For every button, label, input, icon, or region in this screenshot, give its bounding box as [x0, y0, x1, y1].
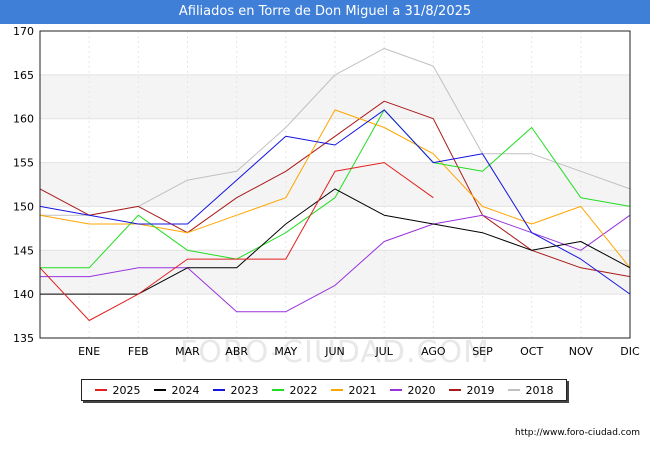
legend-swatch: [389, 389, 402, 391]
legend-swatch: [507, 389, 520, 391]
y-tick-label: 150: [13, 200, 34, 213]
y-tick-label: 145: [13, 244, 34, 257]
x-tick-label: JUN: [324, 345, 345, 358]
grid-band: [40, 162, 630, 207]
legend-item-2020: 2020: [389, 383, 436, 397]
legend-swatch: [448, 389, 461, 391]
y-tick-label: 160: [13, 113, 34, 126]
legend-label: 2021: [348, 383, 377, 397]
x-tick-label: AGO: [421, 345, 446, 358]
legend-item-2019: 2019: [448, 383, 495, 397]
series-line-2023: [39, 109, 631, 295]
legend-item-2023: 2023: [212, 383, 259, 397]
x-tick-label: SEP: [472, 345, 493, 358]
legend-swatch: [212, 389, 225, 391]
legend-item-2024: 2024: [153, 383, 200, 397]
x-tick-label: DIC: [620, 345, 640, 358]
legend-label: 2022: [289, 383, 318, 397]
y-tick-label: 165: [13, 69, 34, 82]
series-line-2025: [39, 162, 434, 321]
x-tick-label: MAY: [274, 345, 297, 358]
legend-label: 2025: [112, 383, 141, 397]
legend-label: 2023: [230, 383, 259, 397]
watermark: FORO-CIUDAD.COM: [180, 335, 490, 370]
legend-swatch: [153, 389, 166, 391]
x-tick-label: FEB: [128, 345, 149, 358]
legend-item-2021: 2021: [330, 383, 377, 397]
source-link[interactable]: http://www.foro-ciudad.com: [515, 428, 640, 438]
y-tick-label: 155: [13, 157, 34, 170]
x-tick-label: JUL: [374, 345, 393, 358]
legend-label: 2024: [171, 383, 200, 397]
grid-band: [40, 206, 630, 251]
legend-swatch: [271, 389, 284, 391]
x-tick-label: MAR: [175, 345, 200, 358]
y-tick-label: 140: [13, 288, 34, 301]
legend-label: 2018: [525, 383, 554, 397]
plot-frame: [39, 30, 631, 339]
series-line-2022: [40, 109, 631, 269]
y-tick-label: 135: [13, 332, 34, 345]
legend-swatch: [330, 389, 343, 391]
legend: 2025 2024 2023 2022 2021 2020 2019 2018: [81, 379, 567, 401]
y-tick-label: 170: [13, 25, 34, 38]
legend-item-2018: 2018: [507, 383, 554, 397]
legend-label: 2019: [466, 383, 495, 397]
chart-title: Afiliados en Torre de Don Miguel a 31/8/…: [0, 0, 650, 24]
x-tick-label: ABR: [225, 345, 248, 358]
legend-label: 2020: [407, 383, 436, 397]
x-tick-label: OCT: [520, 345, 543, 358]
line-chart: FORO-CIUDAD.COM 135 140 145 150 155 160 165 170…: [13, 25, 640, 370]
legend-item-2022: 2022: [271, 383, 318, 397]
legend-item-2025: 2025: [94, 383, 141, 397]
legend-swatch: [94, 389, 107, 391]
x-tick-label: ENE: [78, 345, 100, 358]
x-tick-label: NOV: [569, 345, 594, 358]
